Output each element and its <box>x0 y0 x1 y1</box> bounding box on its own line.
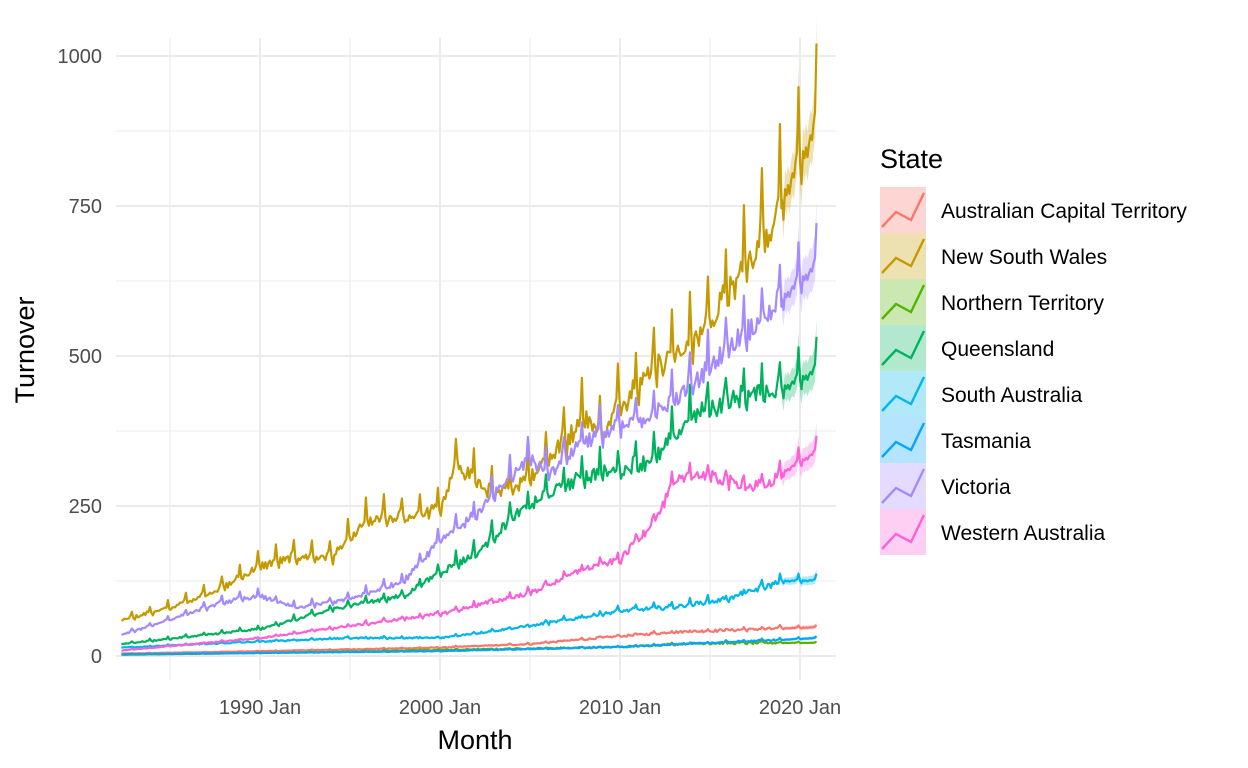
legend-label: Northern Territory <box>941 292 1104 315</box>
series-line <box>121 223 818 636</box>
legend-item: Queensland <box>880 325 1054 371</box>
y-axis-tick-labels: 0 250 500 750 1000 <box>58 46 103 668</box>
legend-label: New South Wales <box>941 246 1107 269</box>
series-line <box>120 43 818 622</box>
legend-label: Australian Capital Territory <box>941 200 1187 223</box>
legend-key-line <box>881 514 926 550</box>
legend-item: Australian Capital Territory <box>880 187 1187 233</box>
legend-key-swatch <box>880 233 926 279</box>
x-tick-label: 2000 Jan <box>399 697 481 719</box>
legend-item: Western Australia <box>880 509 1106 555</box>
y-tick-label: 1000 <box>58 46 103 68</box>
x-tick-label: 2020 Jan <box>759 697 841 719</box>
legend-key-line <box>881 422 926 458</box>
legend-title: State <box>880 144 943 174</box>
y-tick-label: 250 <box>69 496 102 518</box>
series-line <box>121 336 818 646</box>
legend-key-swatch <box>880 417 926 463</box>
legend-item: Victoria <box>880 463 1011 509</box>
series-line <box>121 572 818 649</box>
legend-label: Queensland <box>941 338 1054 361</box>
y-tick-label: 500 <box>69 346 102 368</box>
series-lines <box>120 43 818 656</box>
legend-label: Western Australia <box>941 522 1106 545</box>
x-axis-tick-labels: 1990 Jan 2000 Jan 2010 Jan 2020 Jan <box>219 697 841 719</box>
legend-key-line <box>881 376 926 412</box>
series-line <box>121 635 818 656</box>
legend-item: New South Wales <box>880 233 1107 279</box>
legend-key-line <box>881 284 926 320</box>
legend-key-line <box>881 238 926 274</box>
x-axis-title: Month <box>437 725 512 755</box>
y-axis-title: Turnover <box>10 296 40 403</box>
legend: State Australian Capital Territory New So… <box>880 144 1187 555</box>
legend-key-swatch <box>880 325 926 371</box>
legend-item: Northern Territory <box>880 279 1104 325</box>
legend-key-line <box>881 192 926 228</box>
x-tick-label: 2010 Jan <box>579 697 661 719</box>
legend-key-swatch <box>880 463 926 509</box>
legend-label: Victoria <box>941 476 1011 499</box>
x-tick-label: 1990 Jan <box>219 697 301 719</box>
y-tick-label: 0 <box>91 646 102 668</box>
legend-label: Tasmania <box>941 430 1031 453</box>
legend-key-swatch <box>880 509 926 555</box>
grid-lines <box>116 38 836 680</box>
legend-key-line <box>881 468 926 504</box>
legend-item: Tasmania <box>880 417 1031 463</box>
legend-key-line <box>881 330 926 366</box>
y-tick-label: 750 <box>69 196 102 218</box>
legend-key-swatch <box>880 371 926 417</box>
legend-key-swatch <box>880 279 926 325</box>
legend-key-swatch <box>880 187 926 233</box>
series-line <box>121 435 818 652</box>
series-line <box>121 623 818 655</box>
legend-label: South Australia <box>941 384 1083 407</box>
legend-item: South Australia <box>880 371 1083 417</box>
